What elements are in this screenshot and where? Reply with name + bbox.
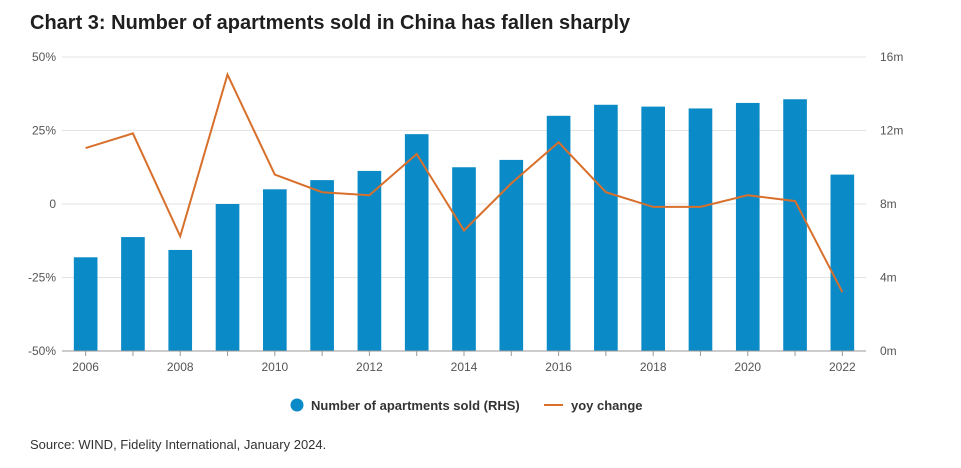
bar: [783, 99, 807, 351]
y-right-tick-label: 0m: [880, 344, 897, 358]
x-tick-label: 2014: [451, 360, 478, 374]
x-tick-label: 2010: [261, 360, 288, 374]
legend: Number of apartments sold (RHS) yoy chang…: [290, 398, 643, 413]
axes: 50% 16m 25% 12m 0 8m -25% 4m -50% 0m 2006 2008 2010 2…: [28, 50, 903, 374]
bar: [735, 102, 760, 351]
bar: [641, 106, 665, 351]
bar: [121, 237, 145, 351]
y-left-tick-label: 0: [49, 197, 56, 211]
bar: [499, 159, 524, 351]
bar: [452, 167, 476, 351]
line-series: [85, 71, 844, 293]
y-left-tick-label: 25%: [32, 124, 56, 138]
x-tick-label: 2022: [829, 360, 856, 374]
bar: [404, 134, 429, 351]
x-tick-label: 2008: [167, 360, 194, 374]
bar: [73, 257, 98, 351]
x-tick-label: 2006: [72, 360, 99, 374]
legend-bar-label: Number of apartments sold (RHS): [311, 398, 520, 413]
legend-bar-marker: [290, 398, 304, 412]
source-note: Source: WIND, Fidelity International, Ja…: [30, 437, 327, 452]
bar: [594, 104, 618, 352]
bar: [310, 180, 334, 351]
bar: [357, 170, 382, 351]
legend-line-label: yoy change: [571, 398, 643, 413]
bar: [168, 249, 193, 351]
bar: [215, 204, 240, 351]
y-right-tick-label: 4m: [880, 271, 897, 285]
y-right-tick-label: 12m: [880, 124, 903, 138]
x-tick-label: 2018: [640, 360, 667, 374]
bar: [830, 174, 855, 351]
x-tick-label: 2016: [545, 360, 572, 374]
chart-title: Chart 3: Number of apartments sold in Ch…: [30, 12, 631, 34]
y-right-tick-label: 8m: [880, 197, 897, 211]
bar-series: [73, 99, 855, 352]
bar: [688, 108, 713, 351]
bar: [546, 115, 571, 351]
bar: [263, 189, 287, 351]
y-left-tick-label: -25%: [28, 271, 56, 285]
x-tick-label: 2020: [734, 360, 761, 374]
y-left-tick-label: 50%: [32, 50, 56, 64]
x-tick-label: 2012: [356, 360, 383, 374]
y-right-tick-label: 16m: [880, 50, 903, 64]
y-left-tick-label: -50%: [28, 344, 56, 358]
